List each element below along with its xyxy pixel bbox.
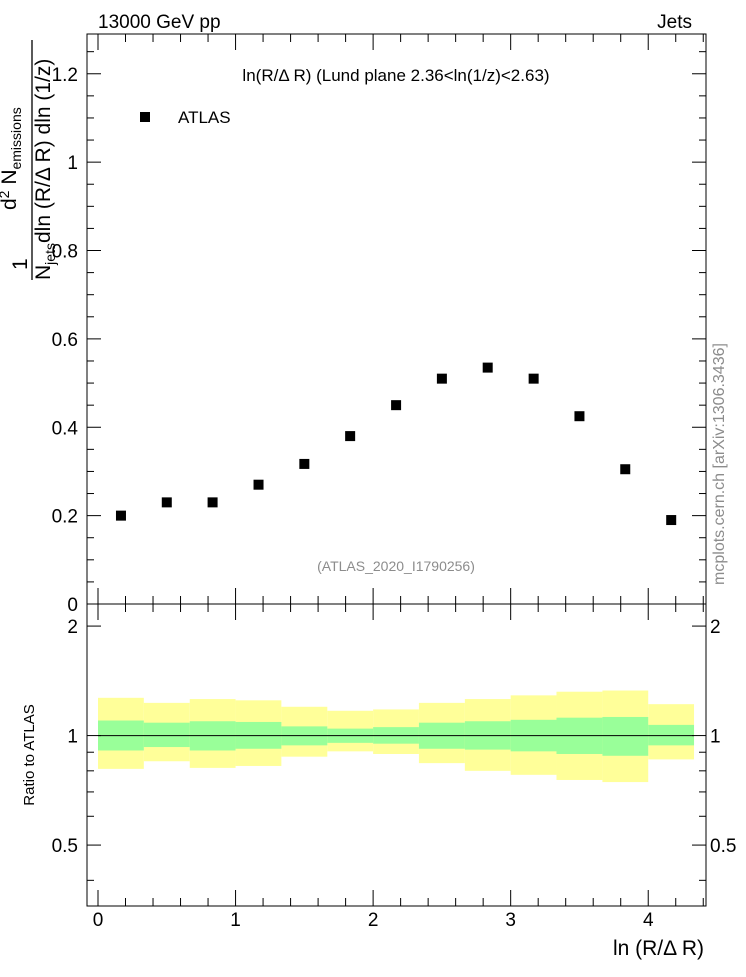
ratio-y-tick-label-left: 0.5 [52, 836, 78, 857]
x-tick-label: 0 [93, 910, 104, 931]
data-point [391, 400, 402, 411]
x-tick-label: 3 [505, 910, 516, 931]
atlas-data-points [115, 362, 677, 526]
band-inner-bin [602, 716, 649, 756]
data-point [666, 515, 677, 526]
data-point [345, 431, 356, 442]
energy-label: 13000 GeV pp [98, 12, 221, 33]
ratio-y-tick-label-left: 2 [67, 617, 78, 638]
y-tick-label: 1 [67, 153, 78, 174]
y-tick-label: 0.6 [52, 330, 78, 351]
main-y-ticks [87, 51, 706, 605]
main-y-tick-labels: 0 0.2 0.4 0.6 0.8 1 1.2 [52, 65, 79, 616]
ratio-y-tick-label-right: 1 [710, 727, 721, 748]
data-point [528, 373, 539, 384]
ratio-y-tick-label-right: 0.5 [710, 836, 736, 857]
band-inner-bin [143, 722, 190, 748]
y-tick-label: 0.8 [52, 242, 78, 263]
ratio-y-ticks [87, 625, 706, 881]
y-tick-label: 1.2 [52, 65, 78, 86]
y-tick-label: 0.4 [52, 418, 79, 439]
ratio-y-tick-labels: 0.5 0.5 1 1 2 2 [52, 617, 737, 857]
ratio-y-axis-label: Ratio to ATLAS [21, 704, 38, 805]
data-point [436, 373, 447, 384]
ratio-panel: 0.5 0.5 1 1 2 2 0 1 2 3 4 [52, 603, 737, 931]
legend: ATLAS [140, 108, 231, 127]
y-label-one: 1 [9, 258, 32, 270]
x-tick-labels: 0 1 2 3 4 [93, 910, 654, 931]
data-point [482, 362, 493, 373]
source-credit: mcplots.cern.ch [arXiv:1306.3436] [711, 343, 728, 585]
data-point [253, 479, 264, 490]
data-point [620, 464, 631, 475]
legend-marker [140, 112, 150, 122]
main-panel: 0 0.2 0.4 0.6 0.8 1 1.2 ln(R/Δ R) (Lund plane … [52, 33, 707, 616]
x-tick-label: 2 [368, 910, 379, 931]
data-point [161, 497, 172, 508]
x-axis-label: ln (R/Δ R) [613, 937, 704, 960]
x-tick-label: 1 [230, 910, 241, 931]
main-x-ticks [97, 34, 704, 604]
data-point [115, 510, 126, 521]
y-tick-label: 0 [67, 595, 78, 616]
data-point [299, 458, 310, 469]
data-point [207, 497, 218, 508]
main-y-axis-label: 1 Njetsdln (R/Δ R) dln (1/z) d2 Nemissio… [0, 40, 58, 280]
plot-title: ln(R/Δ R) (Lund plane 2.36<ln(1/z)<2.63) [242, 66, 549, 85]
ratio-y-tick-label-right: 2 [710, 617, 721, 638]
ratio-y-tick-label-left: 1 [67, 727, 78, 748]
y-tick-label: 0.2 [52, 507, 78, 528]
x-tick-label: 4 [643, 910, 654, 931]
y-label-numerator: d2 Nemissions [0, 107, 24, 210]
legend-label-atlas: ATLAS [178, 108, 231, 127]
experiment-watermark: (ATLAS_2020_I1790256) [317, 558, 475, 574]
y-label-denominator: Njetsdln (R/Δ R) dln (1/z) [32, 59, 58, 280]
data-point [574, 411, 585, 422]
ratio-frame [86, 603, 707, 907]
ratio-x-ticks [97, 604, 704, 906]
process-label: Jets [657, 12, 692, 33]
